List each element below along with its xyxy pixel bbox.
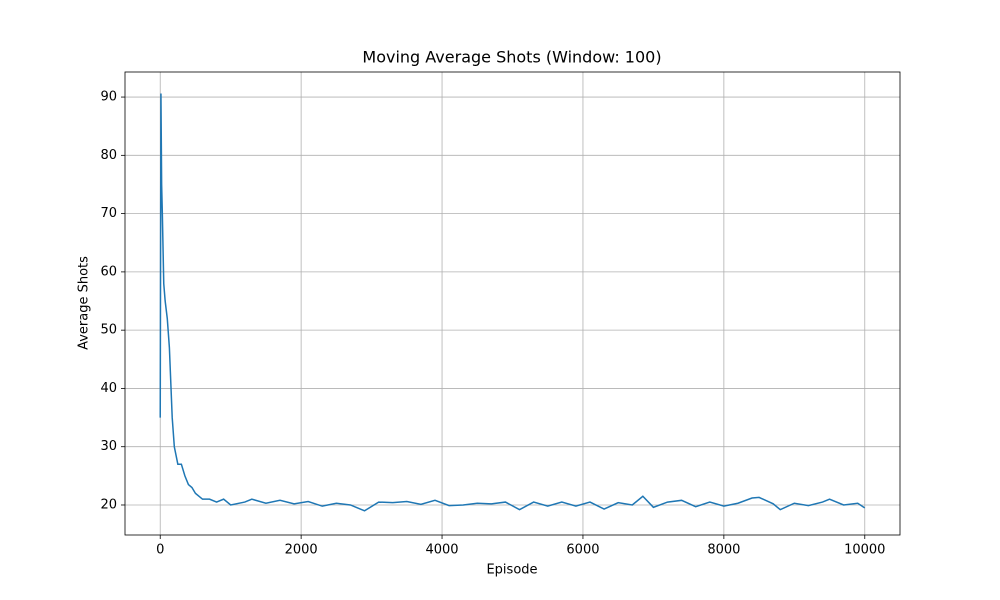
y-tick-label: 70 <box>100 206 117 221</box>
x-tick-label: 2000 <box>285 543 318 558</box>
y-axis-label: Average Shots <box>77 256 92 350</box>
y-tick-label: 60 <box>100 264 117 279</box>
chart-title: Moving Average Shots (Window: 100) <box>362 48 661 67</box>
x-tick-label: 0 <box>156 543 164 558</box>
y-tick-label: 30 <box>100 439 117 454</box>
x-tick-label: 6000 <box>566 543 599 558</box>
x-tick-label: 4000 <box>425 543 458 558</box>
x-tick-label: 10000 <box>844 543 885 558</box>
x-tick-label: 8000 <box>707 543 740 558</box>
y-tick-label: 50 <box>100 323 117 338</box>
y-tick-label: 40 <box>100 381 117 396</box>
x-axis-label: Episode <box>486 563 537 578</box>
plot-frame <box>124 71 901 536</box>
line <box>159 93 866 512</box>
y-tick-label: 90 <box>100 90 117 105</box>
y-tick-label: 80 <box>100 148 117 163</box>
y-tick-label: 20 <box>100 497 117 512</box>
